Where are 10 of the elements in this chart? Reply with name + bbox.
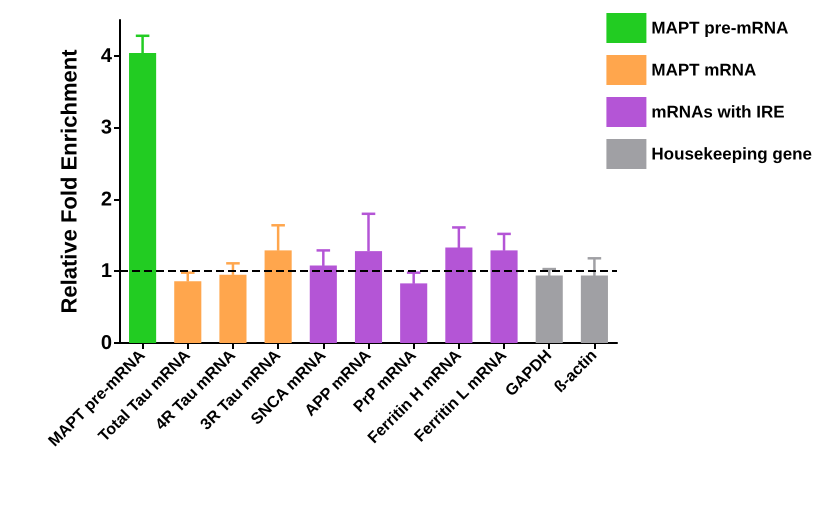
legend-label: MAPT mRNA xyxy=(651,60,756,80)
y-tick-label: 3 xyxy=(100,116,112,139)
y-axis-title: Relative Fold Enrichment xyxy=(56,48,82,314)
y-tick-label: 0 xyxy=(100,332,112,354)
y-tick-label: 2 xyxy=(100,188,112,210)
legend-label: mRNAs with IRE xyxy=(651,102,785,122)
legend-label: Housekeeping gene xyxy=(651,144,812,164)
legend-label: MAPT pre-mRNA xyxy=(651,18,788,38)
y-tick-label: 4 xyxy=(100,44,113,67)
y-tick-label: 1 xyxy=(100,260,112,282)
